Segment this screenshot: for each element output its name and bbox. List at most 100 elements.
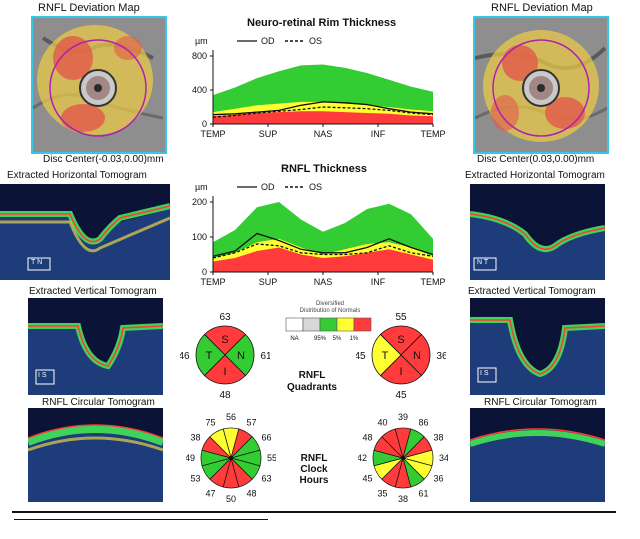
quadrants-label: RNFL Quadrants [282, 370, 342, 394]
clock-sector-12 [381, 428, 404, 460]
right-disc-center: Disc Center(0.03,0.00)mm [477, 154, 595, 165]
clock-sector-12 [209, 428, 232, 460]
distribution-legend: NA 95% 5% 1% [285, 317, 372, 342]
legend-swatch-label: 95% [314, 336, 327, 342]
quadrant-value-right: 61 [260, 351, 270, 362]
legend-swatch [336, 317, 355, 332]
distribution-legend-line1: Diversified [315, 301, 344, 307]
left-disc-center: Disc Center(-0.03,0.00)mm [43, 154, 164, 165]
legend-od-label: OD [261, 182, 275, 192]
legend-swatch-label: 5% [333, 336, 342, 342]
footer-rule [12, 511, 616, 513]
right-vertical-tomogram: I S [470, 298, 605, 395]
clock-value-2: 86 [418, 418, 428, 428]
left-horizontal-tomogram: T N [0, 184, 170, 280]
rim-chart-title: Neuro-retinal Rim Thickness [247, 17, 397, 29]
right-circular-tomogram [470, 408, 605, 502]
x-tick-label: TEMP [200, 129, 225, 139]
quadrant-value-top: 55 [395, 312, 407, 323]
clock-value-1: 56 [226, 412, 236, 422]
clock-label-line2: Clock [300, 464, 328, 475]
legend-swatch [319, 317, 338, 332]
quadrant-value-top: 63 [219, 312, 231, 323]
y-tick-label: 0 [202, 119, 207, 129]
quadrant-value-left: 45 [356, 351, 366, 362]
clock-value-3: 66 [261, 433, 271, 443]
clock-center [401, 456, 405, 460]
footer-rule-short [14, 519, 268, 520]
left-vertical-tomogram: I S [28, 298, 163, 395]
clock-value-11: 38 [190, 433, 200, 443]
right-circular-tomogram-title: RNFL Circular Tomogram [484, 397, 597, 408]
clock-value-12: 40 [377, 418, 387, 428]
x-tick-label: SUP [259, 129, 278, 139]
x-tick-label: TEMP [200, 277, 225, 287]
x-tick-label: NAS [314, 129, 333, 139]
abnormal-band-red [213, 247, 433, 272]
quadrant-letter-s: S [397, 334, 404, 346]
legend-os-label: OS [309, 36, 322, 46]
clock-value-6: 48 [246, 489, 256, 499]
x-tick-label: INF [371, 277, 386, 287]
clock-value-3: 38 [433, 433, 443, 443]
quadrant-s [379, 325, 423, 356]
y-unit-label: µm [195, 36, 208, 46]
clock-value-5: 36 [433, 474, 443, 484]
y-tick-label: 0 [202, 267, 207, 277]
left-h-marker: T N [31, 259, 43, 266]
quadrant-value-bottom: 48 [219, 390, 231, 400]
clock-value-8: 47 [205, 489, 215, 499]
od-clock-hours-chart: 56 57 66 55 63 48 50 47 53 49 38 75 [186, 412, 276, 504]
clock-label-line1: RNFL [300, 453, 328, 464]
legend-swatch [353, 317, 372, 332]
clock-label-line3: Hours [299, 475, 329, 486]
clock-value-7: 38 [398, 494, 408, 504]
clock-value-7: 50 [226, 494, 236, 504]
clock-value-1: 39 [398, 412, 408, 422]
quadrant-letter-t: T [382, 350, 389, 362]
clock-hours-label: RNFL Clock Hours [292, 453, 336, 486]
x-tick-label: NAS [314, 277, 333, 287]
clock-value-12: 75 [205, 418, 215, 428]
y-tick-label: 400 [192, 85, 207, 95]
y-unit-label: µm [195, 182, 208, 192]
quadrant-t [195, 333, 226, 377]
clock-value-4: 34 [439, 453, 448, 463]
quadrant-t [371, 333, 402, 377]
quadrants-label-line2: Quadrants [286, 382, 337, 393]
clock-value-8: 35 [377, 489, 387, 499]
legend-swatch [302, 317, 321, 332]
right-h-marker: N T [477, 259, 489, 266]
right-vertical-tomogram-title: Extracted Vertical Tomogram [468, 286, 596, 297]
x-tick-label: SUP [259, 277, 278, 287]
clock-value-10: 49 [186, 453, 195, 463]
y-tick-label: 200 [192, 197, 207, 207]
clock-center [229, 456, 233, 460]
quadrant-i [203, 354, 247, 385]
quadrant-letter-s: S [221, 334, 228, 346]
quadrant-letter-n: N [237, 350, 245, 362]
quadrant-value-left: 46 [180, 351, 190, 362]
right-v-marker: I S [480, 370, 489, 377]
y-tick-label: 800 [192, 51, 207, 61]
clock-value-5: 63 [261, 474, 271, 484]
left-v-marker: I S [38, 372, 47, 379]
series-line-od [212, 101, 434, 116]
right-horizontal-tomogram-title: Extracted Horizontal Tomogram [465, 170, 605, 181]
quadrant-value-right: 36 [436, 351, 446, 362]
legend-swatch-label: 1% [350, 336, 359, 342]
quadrant-letter-i: I [399, 366, 402, 378]
clock-value-9: 45 [362, 474, 372, 484]
right-deviation-map [473, 16, 609, 154]
rnfl-chart-title: RNFL Thickness [281, 163, 367, 175]
quadrant-value-bottom: 45 [395, 390, 407, 400]
right-horizontal-tomogram: N T [470, 184, 605, 280]
right-deviation-map-title: RNFL Deviation Map [491, 2, 593, 14]
quadrant-n [224, 333, 255, 377]
legend-os-label: OS [309, 182, 322, 192]
series-line-os [212, 106, 434, 118]
left-deviation-map [31, 16, 167, 154]
